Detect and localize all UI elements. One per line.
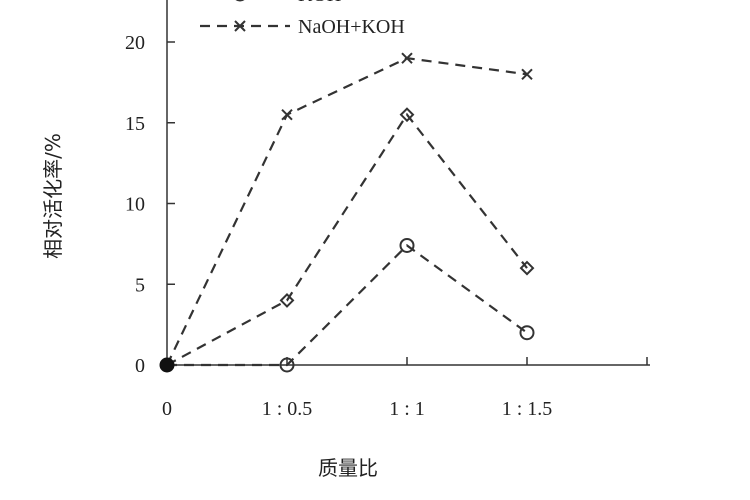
series-line	[166, 57, 528, 366]
y-tick-label: 20	[125, 32, 145, 54]
y-tick-label: 5	[135, 274, 145, 296]
data-point-marker	[281, 108, 293, 121]
series-layer	[159, 52, 535, 373]
series-line	[166, 112, 528, 366]
data-point-marker	[399, 107, 415, 123]
y-tick-label: 10	[125, 194, 145, 216]
x-tick-label: 1 : 1.5	[502, 398, 553, 420]
data-point-marker	[279, 292, 295, 308]
series-line	[167, 244, 528, 367]
data-point-marker	[279, 357, 295, 373]
series-1	[167, 237, 535, 373]
axes: 0 5 10 15 20 0 1 : 0.5 1 : 1 1 : 1.5	[125, 0, 650, 420]
series-3	[166, 52, 533, 366]
data-point-marker	[399, 237, 415, 253]
y-tick-label: 0	[135, 355, 145, 377]
y-tick-label: 15	[125, 113, 145, 135]
legend-label: NaOH+KOH	[298, 16, 405, 38]
legend-item: KOH	[235, 0, 341, 6]
series-2	[166, 107, 535, 366]
x-tick-label: 0	[162, 398, 172, 420]
data-point-marker	[401, 52, 413, 64]
legend-marker	[234, 20, 246, 32]
legend-label: KOH	[298, 0, 341, 6]
legend-item: NaOH+KOH	[200, 16, 405, 38]
data-point-marker	[519, 260, 535, 276]
x-tick-label: 1 : 1	[389, 398, 425, 420]
legend-marker	[235, 0, 245, 2]
data-point-marker	[519, 325, 535, 341]
x-axis-title: 质量比	[318, 456, 378, 480]
data-point-marker	[521, 68, 533, 81]
origin-point	[159, 357, 175, 373]
y-axis-title: 相对活化率/%	[41, 133, 65, 259]
legend: KOH NaOH+KOH	[200, 0, 405, 38]
x-tick-label: 1 : 0.5	[262, 398, 313, 420]
